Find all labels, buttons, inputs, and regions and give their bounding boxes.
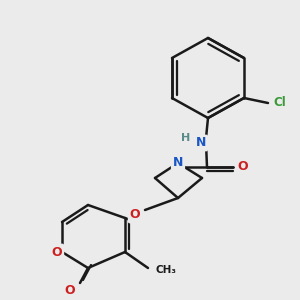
Text: N: N [196,136,206,149]
Text: O: O [130,208,140,221]
Text: N: N [173,157,183,169]
Text: O: O [65,284,75,296]
Text: Cl: Cl [274,97,286,110]
Text: O: O [52,245,62,259]
Text: CH₃: CH₃ [156,265,177,275]
Text: N: N [173,160,183,173]
Text: O: O [238,160,248,173]
Text: H: H [182,133,190,143]
